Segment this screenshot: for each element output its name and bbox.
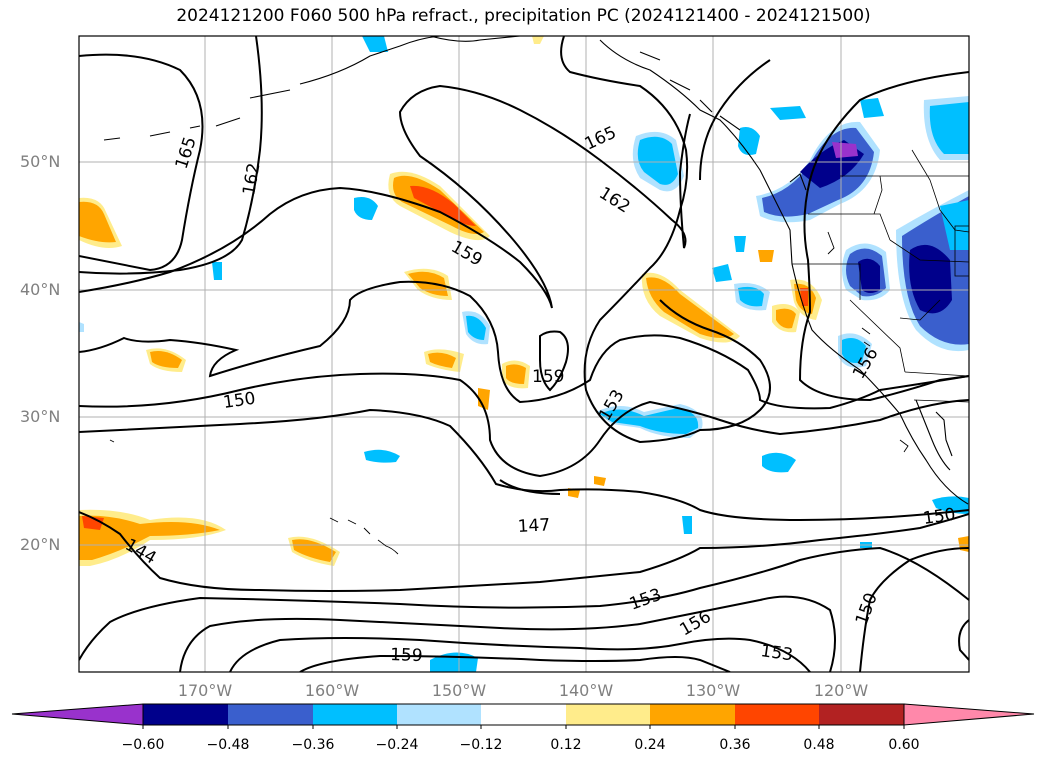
contour-label: 150 (922, 505, 957, 529)
precip-area (858, 258, 880, 293)
lon-label-160w: 160°W (304, 681, 360, 700)
contour-label: 150 (222, 389, 257, 413)
colorbar-segment (397, 704, 481, 725)
map-title: 2024121200 F060 500 hPa refract., precip… (176, 6, 871, 26)
precip-area (712, 264, 732, 282)
precip-area (646, 277, 734, 338)
contour-line (79, 84, 691, 309)
contour-line (79, 53, 204, 272)
contour-line (79, 511, 969, 592)
precip-area (82, 516, 104, 530)
lat-label-40n: 40°N (20, 280, 61, 299)
contour-line (539, 330, 569, 392)
contour-line (79, 546, 969, 661)
colorbar-tick-label: −0.12 (459, 737, 503, 753)
contour-line (859, 547, 969, 672)
precip-area (770, 106, 806, 120)
contour-line (79, 280, 969, 410)
contour-line (229, 637, 811, 672)
lon-label-140w: 140°W (558, 681, 614, 700)
contour-label: 147 (517, 515, 550, 537)
colorbar-segment (819, 704, 904, 725)
precip-area (362, 36, 388, 52)
precip-area (932, 496, 969, 514)
precip-area (734, 236, 746, 252)
contour-line (699, 59, 771, 181)
contour-line (79, 36, 263, 275)
contour-label: 153 (759, 641, 794, 665)
precip-area (929, 102, 969, 154)
lon-label-150w: 150°W (431, 681, 487, 700)
precip-area (682, 516, 692, 534)
islands (109, 231, 909, 555)
precip-area (79, 322, 84, 332)
colorbar-tick-label: 0.60 (888, 737, 920, 753)
colorbar-extend-high (903, 703, 1035, 726)
colorbar-segment (650, 704, 735, 725)
precip-area (758, 250, 774, 262)
colorbar-segment (143, 704, 228, 725)
contour-line (958, 619, 969, 661)
precip-area (532, 36, 544, 44)
precip-area (842, 338, 866, 363)
precip-area (150, 351, 182, 368)
precip-area (478, 388, 490, 410)
contour-line (79, 372, 969, 478)
graticule (79, 36, 969, 672)
contour-line (798, 71, 969, 402)
precip-area (940, 200, 969, 250)
precip-area (428, 352, 456, 368)
precip-area (79, 201, 116, 243)
colorbar (11, 703, 1035, 729)
lon-label-170w: 170°W (177, 681, 233, 700)
colorbar-tick-label: 0.48 (803, 737, 835, 753)
map-frame (78, 35, 970, 673)
colorbar-tick-label: −0.36 (291, 737, 335, 753)
precip-area (212, 262, 222, 280)
contour-line (560, 36, 771, 444)
contour-label: 159 (390, 645, 423, 666)
precip-area (79, 515, 220, 560)
precip-area (738, 127, 760, 155)
colorbar-segment (735, 704, 819, 725)
precip-area (738, 286, 764, 307)
contour-line (299, 654, 731, 672)
lat-label-30n: 30°N (20, 407, 61, 426)
precip-area (776, 308, 796, 329)
colorbar-segment (313, 704, 397, 725)
height-contours (79, 36, 969, 672)
contour-line (179, 595, 836, 672)
contour-line (499, 479, 561, 495)
precip-area (909, 244, 952, 314)
precip-area (506, 364, 526, 384)
colorbar-extend-low (11, 703, 144, 726)
precip-area (594, 476, 606, 486)
colorbar-tick-label: 0.24 (634, 737, 666, 753)
lon-label-130w: 130°W (685, 681, 741, 700)
lat-label-20n: 20°N (20, 535, 61, 554)
lat-label-50n: 50°N (20, 152, 61, 171)
colorbar-segment (228, 704, 313, 725)
colorbar-segment (566, 704, 650, 725)
precip-area (637, 136, 678, 185)
precip-area (762, 452, 796, 473)
political-borders (792, 149, 969, 403)
colorbar-tick-label: −0.60 (121, 737, 165, 753)
precip-area (860, 98, 884, 118)
colorbar-segment (481, 704, 566, 725)
colorbar-tick-label: 0.12 (550, 737, 582, 753)
precip-area (364, 449, 400, 463)
contour-label: 159 (532, 367, 564, 387)
colorbar-tick-label: 0.36 (719, 737, 751, 753)
precip-area (832, 142, 858, 158)
colorbar-tick-label: −0.48 (206, 737, 250, 753)
precip-area (466, 315, 486, 340)
lon-label-120w: 120°W (813, 681, 869, 700)
coastlines (103, 36, 969, 505)
precip-area (354, 197, 378, 220)
colorbar-tick-label: −0.24 (375, 737, 419, 753)
